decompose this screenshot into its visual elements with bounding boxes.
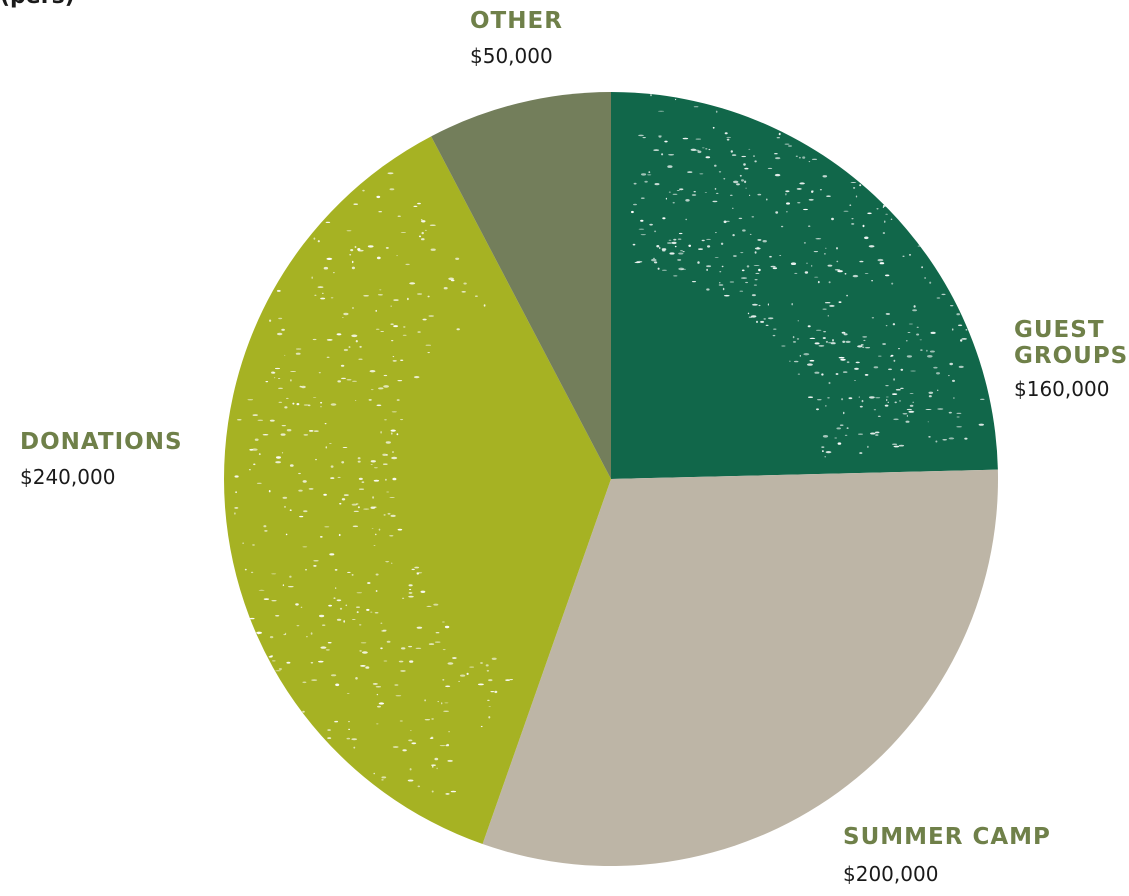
- slice-name-line: GROUPS: [1014, 343, 1129, 369]
- slice-texture-donations: [234, 172, 513, 795]
- slice-texture-guest: [631, 94, 985, 458]
- slice-value-guest-groups: $160,000: [1014, 377, 1110, 401]
- pie-slice-guest: [611, 92, 998, 479]
- slice-name-line: OTHER: [470, 8, 563, 34]
- slice-label-donations: DONATIONS $240,000: [20, 429, 183, 489]
- header-fragment: (pers): [0, 0, 75, 9]
- slice-name-guest-groups: GUEST GROUPS: [1014, 317, 1128, 369]
- slice-value-summer-camp: $200,000: [843, 862, 939, 886]
- slice-name-line: DONATIONS: [20, 429, 183, 455]
- slice-label-guest-groups: GUEST GROUPS $160,000: [1014, 317, 1128, 401]
- pie-slice-donations: [224, 136, 611, 845]
- slice-name-other: OTHER: [470, 8, 563, 34]
- slice-name-line: GUEST: [1014, 317, 1105, 343]
- slice-label-summer-camp: SUMMER CAMP $200,000: [843, 824, 1051, 886]
- slice-value-other: $50,000: [470, 44, 553, 68]
- pie-slice-other: [431, 92, 611, 479]
- slice-label-other: OTHER $50,000: [470, 8, 563, 68]
- slice-name-donations: DONATIONS: [20, 429, 183, 455]
- slice-name-summer-camp: SUMMER CAMP: [843, 824, 1051, 850]
- pie-slice-summer: [482, 469, 999, 866]
- slice-value-donations: $240,000: [20, 465, 116, 489]
- slice-name-line: SUMMER CAMP: [843, 824, 1051, 850]
